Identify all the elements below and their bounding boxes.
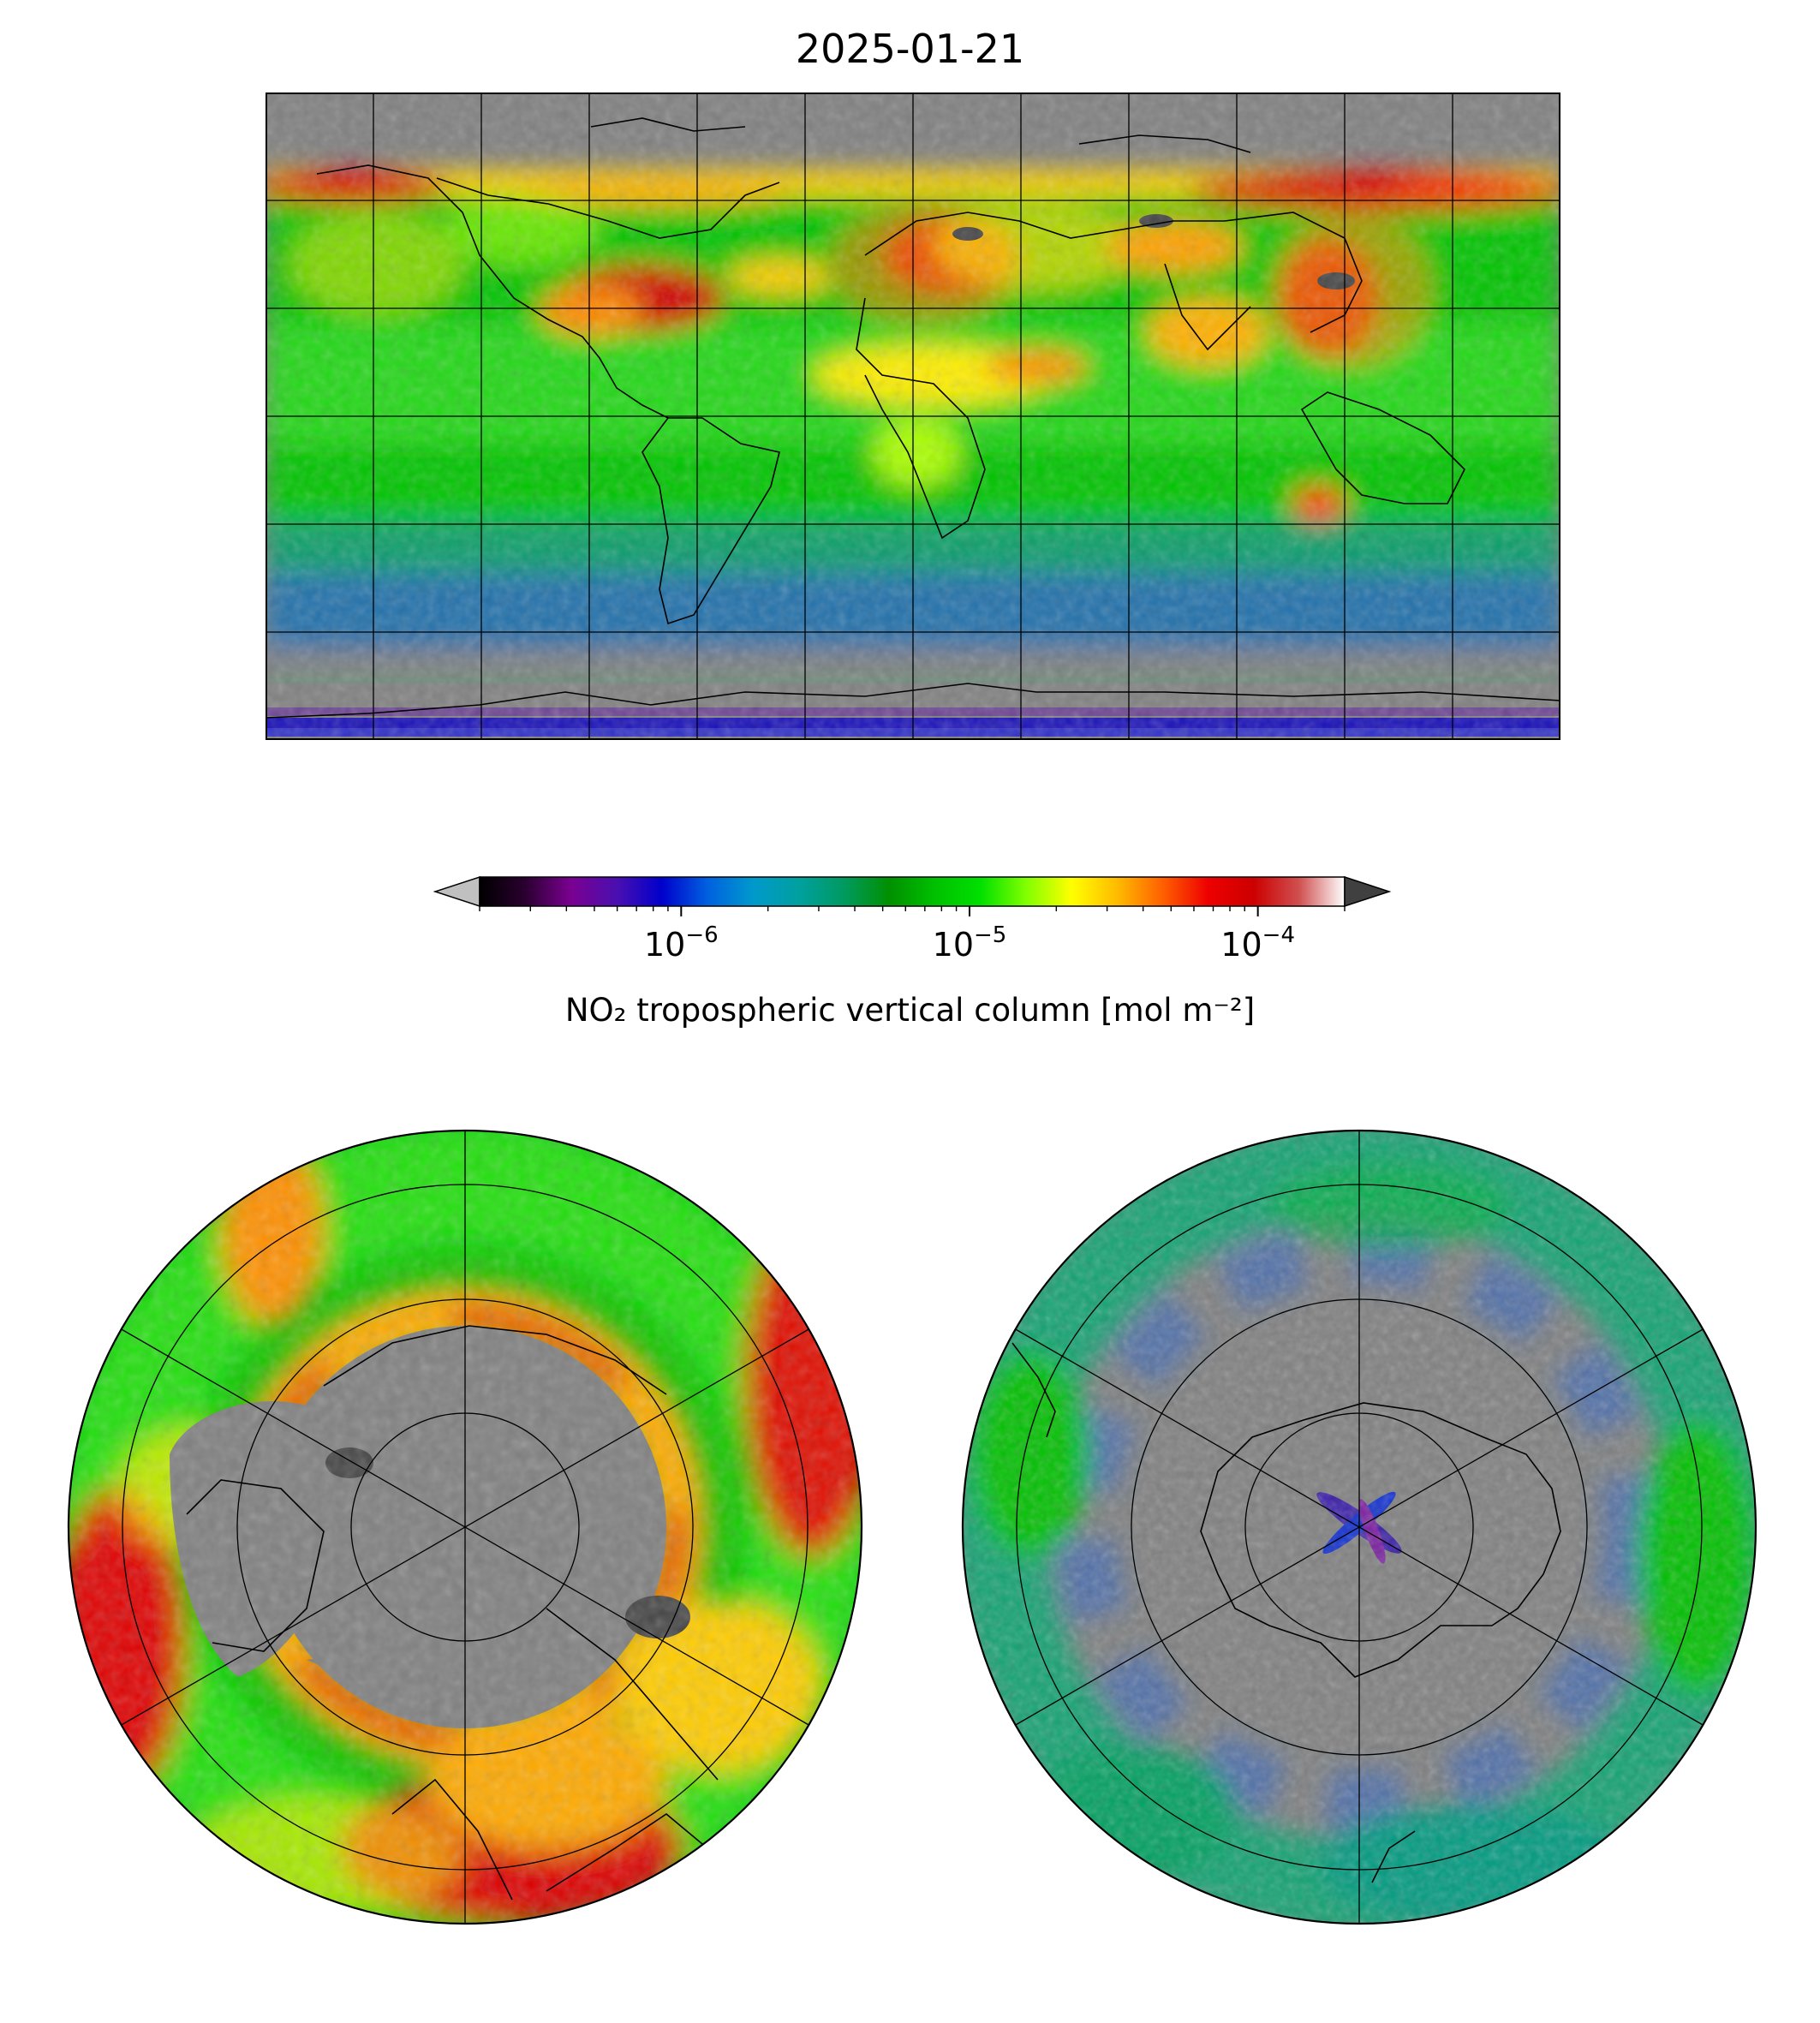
- global-map: [266, 92, 1560, 740]
- chart-title: 2025-01-21: [795, 26, 1025, 72]
- colorbar-gradient: [479, 876, 1346, 907]
- graticule: [266, 92, 1560, 740]
- colorbar-ticks: 10−6 10−5 10−4: [479, 906, 1346, 964]
- colorbar-label: NO₂ tropospheric vertical column [mol m⁻…: [564, 992, 1256, 1029]
- colorbar-extend-high: [1344, 875, 1392, 908]
- colorbar-tick-label: 10−6: [644, 922, 719, 964]
- north-polar-map: [67, 1129, 863, 1925]
- colorbar: 10−6 10−5 10−4: [433, 875, 1392, 964]
- graticule: [119, 1131, 811, 1924]
- colorbar-tick-label: 10−4: [1220, 922, 1295, 964]
- south-polar-map: [961, 1129, 1757, 1925]
- graticule: [1013, 1131, 1705, 1924]
- colorbar-extend-low: [433, 875, 480, 908]
- colorbar-tick-label: 10−5: [933, 922, 1007, 964]
